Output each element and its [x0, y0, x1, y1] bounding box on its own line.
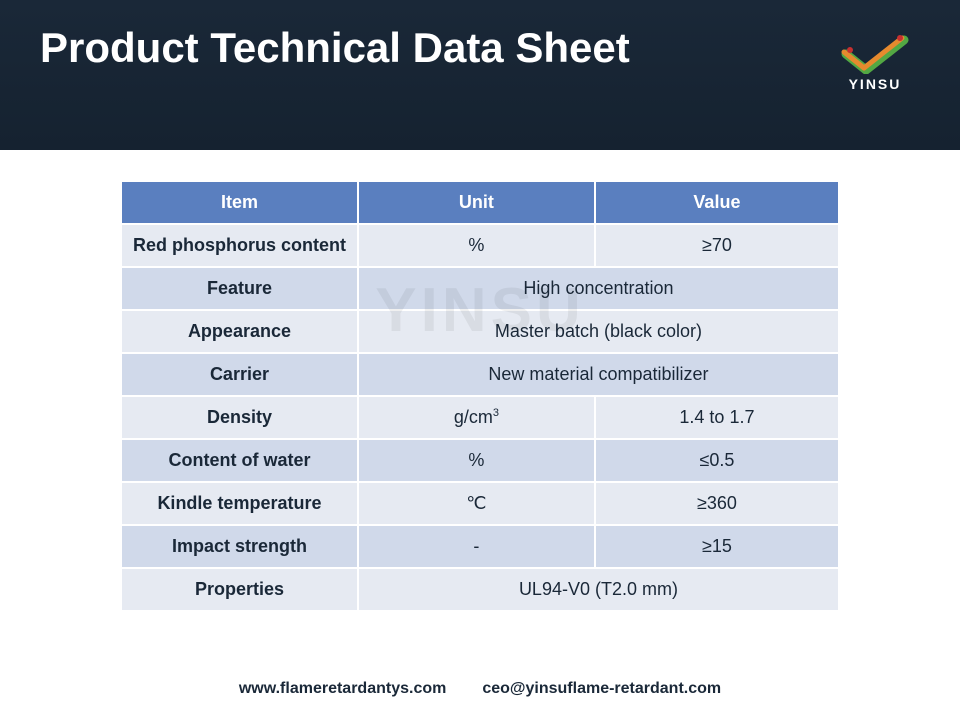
item-cell: Feature	[121, 267, 358, 310]
value-cell: High concentration	[358, 267, 839, 310]
item-cell: Red phosphorus content	[121, 224, 358, 267]
value-cell: ≥15	[595, 525, 839, 568]
table-row: Content of water%≤0.5	[121, 439, 839, 482]
unit-cell: ℃	[358, 482, 595, 525]
table-row: Impact strength-≥15	[121, 525, 839, 568]
value-cell: ≥360	[595, 482, 839, 525]
logo-text: YINSU	[849, 76, 902, 92]
unit-cell: %	[358, 439, 595, 482]
table-row: Red phosphorus content%≥70	[121, 224, 839, 267]
table-row: FeatureHigh concentration	[121, 267, 839, 310]
item-cell: Appearance	[121, 310, 358, 353]
page-title: Product Technical Data Sheet	[40, 24, 630, 72]
header-bar: Product Technical Data Sheet YINSU	[0, 0, 960, 150]
value-cell: ≤0.5	[595, 439, 839, 482]
unit-cell: %	[358, 224, 595, 267]
table-row: AppearanceMaster batch (black color)	[121, 310, 839, 353]
table-header-row: Item Unit Value	[121, 181, 839, 224]
item-cell: Content of water	[121, 439, 358, 482]
company-logo: YINSU	[840, 34, 910, 92]
logo-check-icon	[840, 34, 910, 74]
item-cell: Impact strength	[121, 525, 358, 568]
footer-website: www.flameretardantys.com	[239, 680, 446, 698]
value-cell: 1.4 to 1.7	[595, 396, 839, 439]
item-cell: Kindle temperature	[121, 482, 358, 525]
item-cell: Properties	[121, 568, 358, 611]
spec-table: Item Unit Value Red phosphorus content%≥…	[120, 180, 840, 612]
value-cell: ≥70	[595, 224, 839, 267]
footer: www.flameretardantys.com ceo@yinsuflame-…	[0, 680, 960, 698]
value-cell: UL94-V0 (T2.0 mm)	[358, 568, 839, 611]
footer-email: ceo@yinsuflame-retardant.com	[482, 680, 721, 698]
table-row: Kindle temperature℃≥360	[121, 482, 839, 525]
content-area: YINSU Item Unit Value Red phosphorus con…	[0, 150, 960, 612]
table-row: PropertiesUL94-V0 (T2.0 mm)	[121, 568, 839, 611]
value-cell: New material compatibilizer	[358, 353, 839, 396]
item-cell: Carrier	[121, 353, 358, 396]
unit-cell: -	[358, 525, 595, 568]
item-cell: Density	[121, 396, 358, 439]
col-value: Value	[595, 181, 839, 224]
col-unit: Unit	[358, 181, 595, 224]
value-cell: Master batch (black color)	[358, 310, 839, 353]
unit-cell: g/cm3	[358, 396, 595, 439]
table-row: CarrierNew material compatibilizer	[121, 353, 839, 396]
col-item: Item	[121, 181, 358, 224]
table-row: Densityg/cm31.4 to 1.7	[121, 396, 839, 439]
